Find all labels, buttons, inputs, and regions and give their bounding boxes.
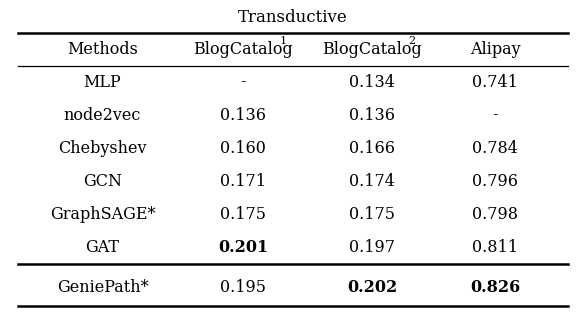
Text: Chebyshev: Chebyshev — [58, 139, 147, 157]
Text: 0.175: 0.175 — [220, 206, 266, 222]
Text: 0.136: 0.136 — [349, 107, 395, 124]
Text: 0.136: 0.136 — [220, 107, 266, 124]
Text: 0.741: 0.741 — [472, 74, 518, 90]
Text: 2: 2 — [408, 36, 415, 46]
Text: 0.826: 0.826 — [470, 279, 520, 295]
Text: 0.195: 0.195 — [220, 279, 266, 295]
Text: node2vec: node2vec — [64, 107, 141, 124]
Text: 0.175: 0.175 — [349, 206, 395, 222]
Text: 0.202: 0.202 — [347, 279, 397, 295]
Text: 0.784: 0.784 — [472, 139, 518, 157]
Text: MLP: MLP — [84, 74, 121, 90]
Text: 0.166: 0.166 — [349, 139, 395, 157]
Text: BlogCatalog: BlogCatalog — [322, 41, 422, 58]
Text: 0.798: 0.798 — [472, 206, 518, 222]
Text: GraphSAGE*: GraphSAGE* — [50, 206, 155, 222]
Text: BlogCatalog: BlogCatalog — [193, 41, 293, 58]
Text: Alipay: Alipay — [470, 41, 520, 58]
Text: 0.811: 0.811 — [472, 239, 518, 256]
Text: 0.197: 0.197 — [349, 239, 395, 256]
Text: 0.171: 0.171 — [220, 173, 266, 190]
Text: -: - — [240, 74, 246, 90]
Text: GAT: GAT — [86, 239, 120, 256]
Text: 1: 1 — [280, 36, 287, 46]
Text: 0.201: 0.201 — [218, 239, 268, 256]
Text: 0.796: 0.796 — [472, 173, 518, 190]
Text: -: - — [492, 107, 498, 124]
Text: 0.160: 0.160 — [220, 139, 266, 157]
Text: GCN: GCN — [83, 173, 122, 190]
Text: 0.174: 0.174 — [349, 173, 395, 190]
Text: Methods: Methods — [67, 41, 138, 58]
Text: GeniePath*: GeniePath* — [57, 279, 148, 295]
Text: 0.134: 0.134 — [349, 74, 395, 90]
Text: Transductive: Transductive — [238, 9, 348, 26]
